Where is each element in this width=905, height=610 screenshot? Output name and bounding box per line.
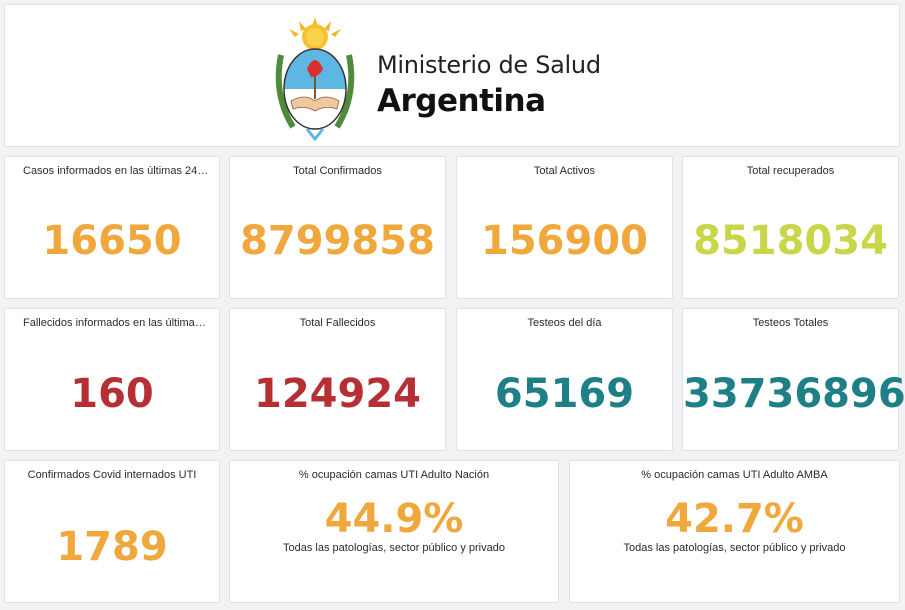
card-title: Total recuperados [746,165,835,177]
card-value: 16650 [42,218,182,264]
card-title: Testeos Totales [752,317,829,329]
card-deaths-24h[interactable]: Fallecidos informados en las últimas 24 … [4,308,220,451]
card-title: Fallecidos informados en las últimas 24 … [23,317,209,329]
card-value: 8799858 [240,218,435,264]
card-value: 33736896 [683,371,905,417]
card-icu-occupancy-amba[interactable]: % ocupación camas UTI Adulto AMBA 42.7% … [569,460,900,603]
card-title: Total Confirmados [293,165,382,177]
card-title: % ocupación camas UTI Adulto AMBA [641,469,828,481]
card-icu-covid[interactable]: Confirmados Covid internados UTI 1789 [4,460,220,603]
card-tests-today[interactable]: Testeos del día 65169 [456,308,673,451]
card-icu-occupancy-nation[interactable]: % ocupación camas UTI Adulto Nación 44.9… [229,460,559,603]
card-tests-total[interactable]: Testeos Totales 33736896 [682,308,905,451]
coat-of-arms-icon [275,17,355,142]
card-cases-24h[interactable]: Casos informados en las últimas 24 horas… [4,156,220,299]
card-total-recovered[interactable]: Total recuperados 8518034 [682,156,899,299]
card-title: Total Fallecidos [299,317,376,329]
card-value: 42.7% [665,496,804,542]
card-title: Testeos del día [527,317,602,329]
card-title: Casos informados en las últimas 24 horas [23,165,209,177]
card-value: 156900 [481,218,648,264]
ministry-title: Ministerio de Salud [377,51,601,79]
country-subtitle: Argentina [377,83,546,119]
card-title: Confirmados Covid internados UTI [27,469,197,481]
card-title: Total Activos [533,165,596,177]
card-value: 44.9% [324,496,464,542]
header-banner: Ministerio de Salud Argentina [4,4,900,147]
card-total-confirmed[interactable]: Total Confirmados 8799858 [229,156,446,299]
card-total-active[interactable]: Total Activos 156900 [456,156,673,299]
card-value: 160 [70,371,154,417]
card-note: Todas las patologías, sector público y p… [623,542,846,554]
card-note: Todas las patologías, sector público y p… [283,542,505,554]
card-value: 1789 [56,524,168,570]
card-title: % ocupación camas UTI Adulto Nación [298,469,490,481]
card-value: 65169 [494,371,635,417]
card-value: 124924 [254,371,421,417]
card-total-deaths[interactable]: Total Fallecidos 124924 [229,308,446,451]
card-value: 8518034 [693,218,888,264]
